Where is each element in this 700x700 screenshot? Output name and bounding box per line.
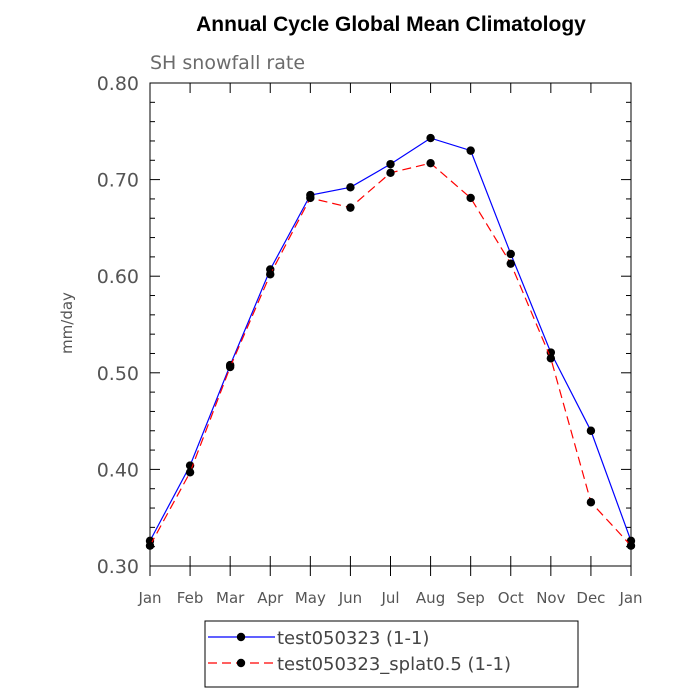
- x-tick-label: Jan: [618, 589, 642, 607]
- plot-frame: [149, 82, 632, 567]
- series-layer: [145, 133, 636, 550]
- y-tick-label: 0.80: [97, 73, 139, 95]
- data-point-series-1: [386, 159, 395, 169]
- legend-box: [204, 620, 579, 688]
- data-point-series-1: [506, 249, 515, 259]
- y-tick-label: 0.30: [97, 556, 139, 578]
- data-point-series-2: [386, 168, 395, 178]
- x-tick-label: Mar: [216, 589, 245, 607]
- series-line-2: [149, 162, 632, 547]
- y-tick-label: 0.60: [97, 266, 139, 288]
- x-tick-label: Apr: [257, 589, 284, 607]
- data-point-series-2: [225, 362, 235, 372]
- legend-label-2: test050323_splat0.5 (1-1): [277, 654, 511, 675]
- legend: test050323 (1-1) test050323_splat0.5 (1-1…: [208, 628, 511, 675]
- data-point-series-2: [145, 541, 155, 550]
- x-tick-label: Aug: [416, 589, 445, 607]
- series-line-1: [149, 137, 632, 542]
- data-point-series-2: [626, 541, 636, 550]
- data-point-series-2: [185, 468, 195, 477]
- data-point-series-2: [546, 354, 556, 363]
- x-tick-label: May: [295, 589, 326, 607]
- legend-label-1: test050323 (1-1): [277, 628, 429, 649]
- y-tick-label: 0.40: [97, 459, 139, 481]
- x-tick-label: Dec: [576, 589, 605, 607]
- x-tick-label: Jan: [137, 589, 161, 607]
- legend-marker-1: [236, 632, 246, 642]
- x-tick-label: Jul: [380, 589, 399, 607]
- x-tick-label: Sep: [457, 589, 485, 607]
- data-point-series-1: [426, 133, 435, 143]
- legend-marker-2: [236, 658, 246, 668]
- data-point-series-2: [466, 193, 475, 203]
- data-point-series-1: [466, 146, 475, 155]
- data-point-series-1: [586, 426, 596, 435]
- chart-title: Annual Cycle Global Mean Climatology: [196, 13, 586, 36]
- x-tick-label: Nov: [536, 589, 565, 607]
- data-point-series-2: [346, 203, 355, 212]
- data-point-series-2: [506, 259, 515, 268]
- y-axis-label: mm/day: [58, 292, 76, 354]
- x-tick-label: Feb: [177, 589, 204, 607]
- data-point-series-1: [346, 183, 355, 192]
- y-tick-label: 0.50: [97, 363, 139, 385]
- chart-subtitle: SH snowfall rate: [150, 52, 305, 74]
- data-point-series-2: [426, 158, 435, 168]
- data-point-series-2: [306, 193, 315, 203]
- y-tick-label: 0.70: [97, 170, 139, 192]
- x-tick-label: Oct: [498, 589, 524, 607]
- data-point-series-2: [586, 498, 596, 507]
- x-tick-label: Jun: [338, 589, 362, 607]
- axes: 0.30 0.40 0.50 0.60 0.70 0.80 Jan Feb Mar Apr May J…: [97, 73, 643, 607]
- data-point-series-2: [266, 270, 275, 279]
